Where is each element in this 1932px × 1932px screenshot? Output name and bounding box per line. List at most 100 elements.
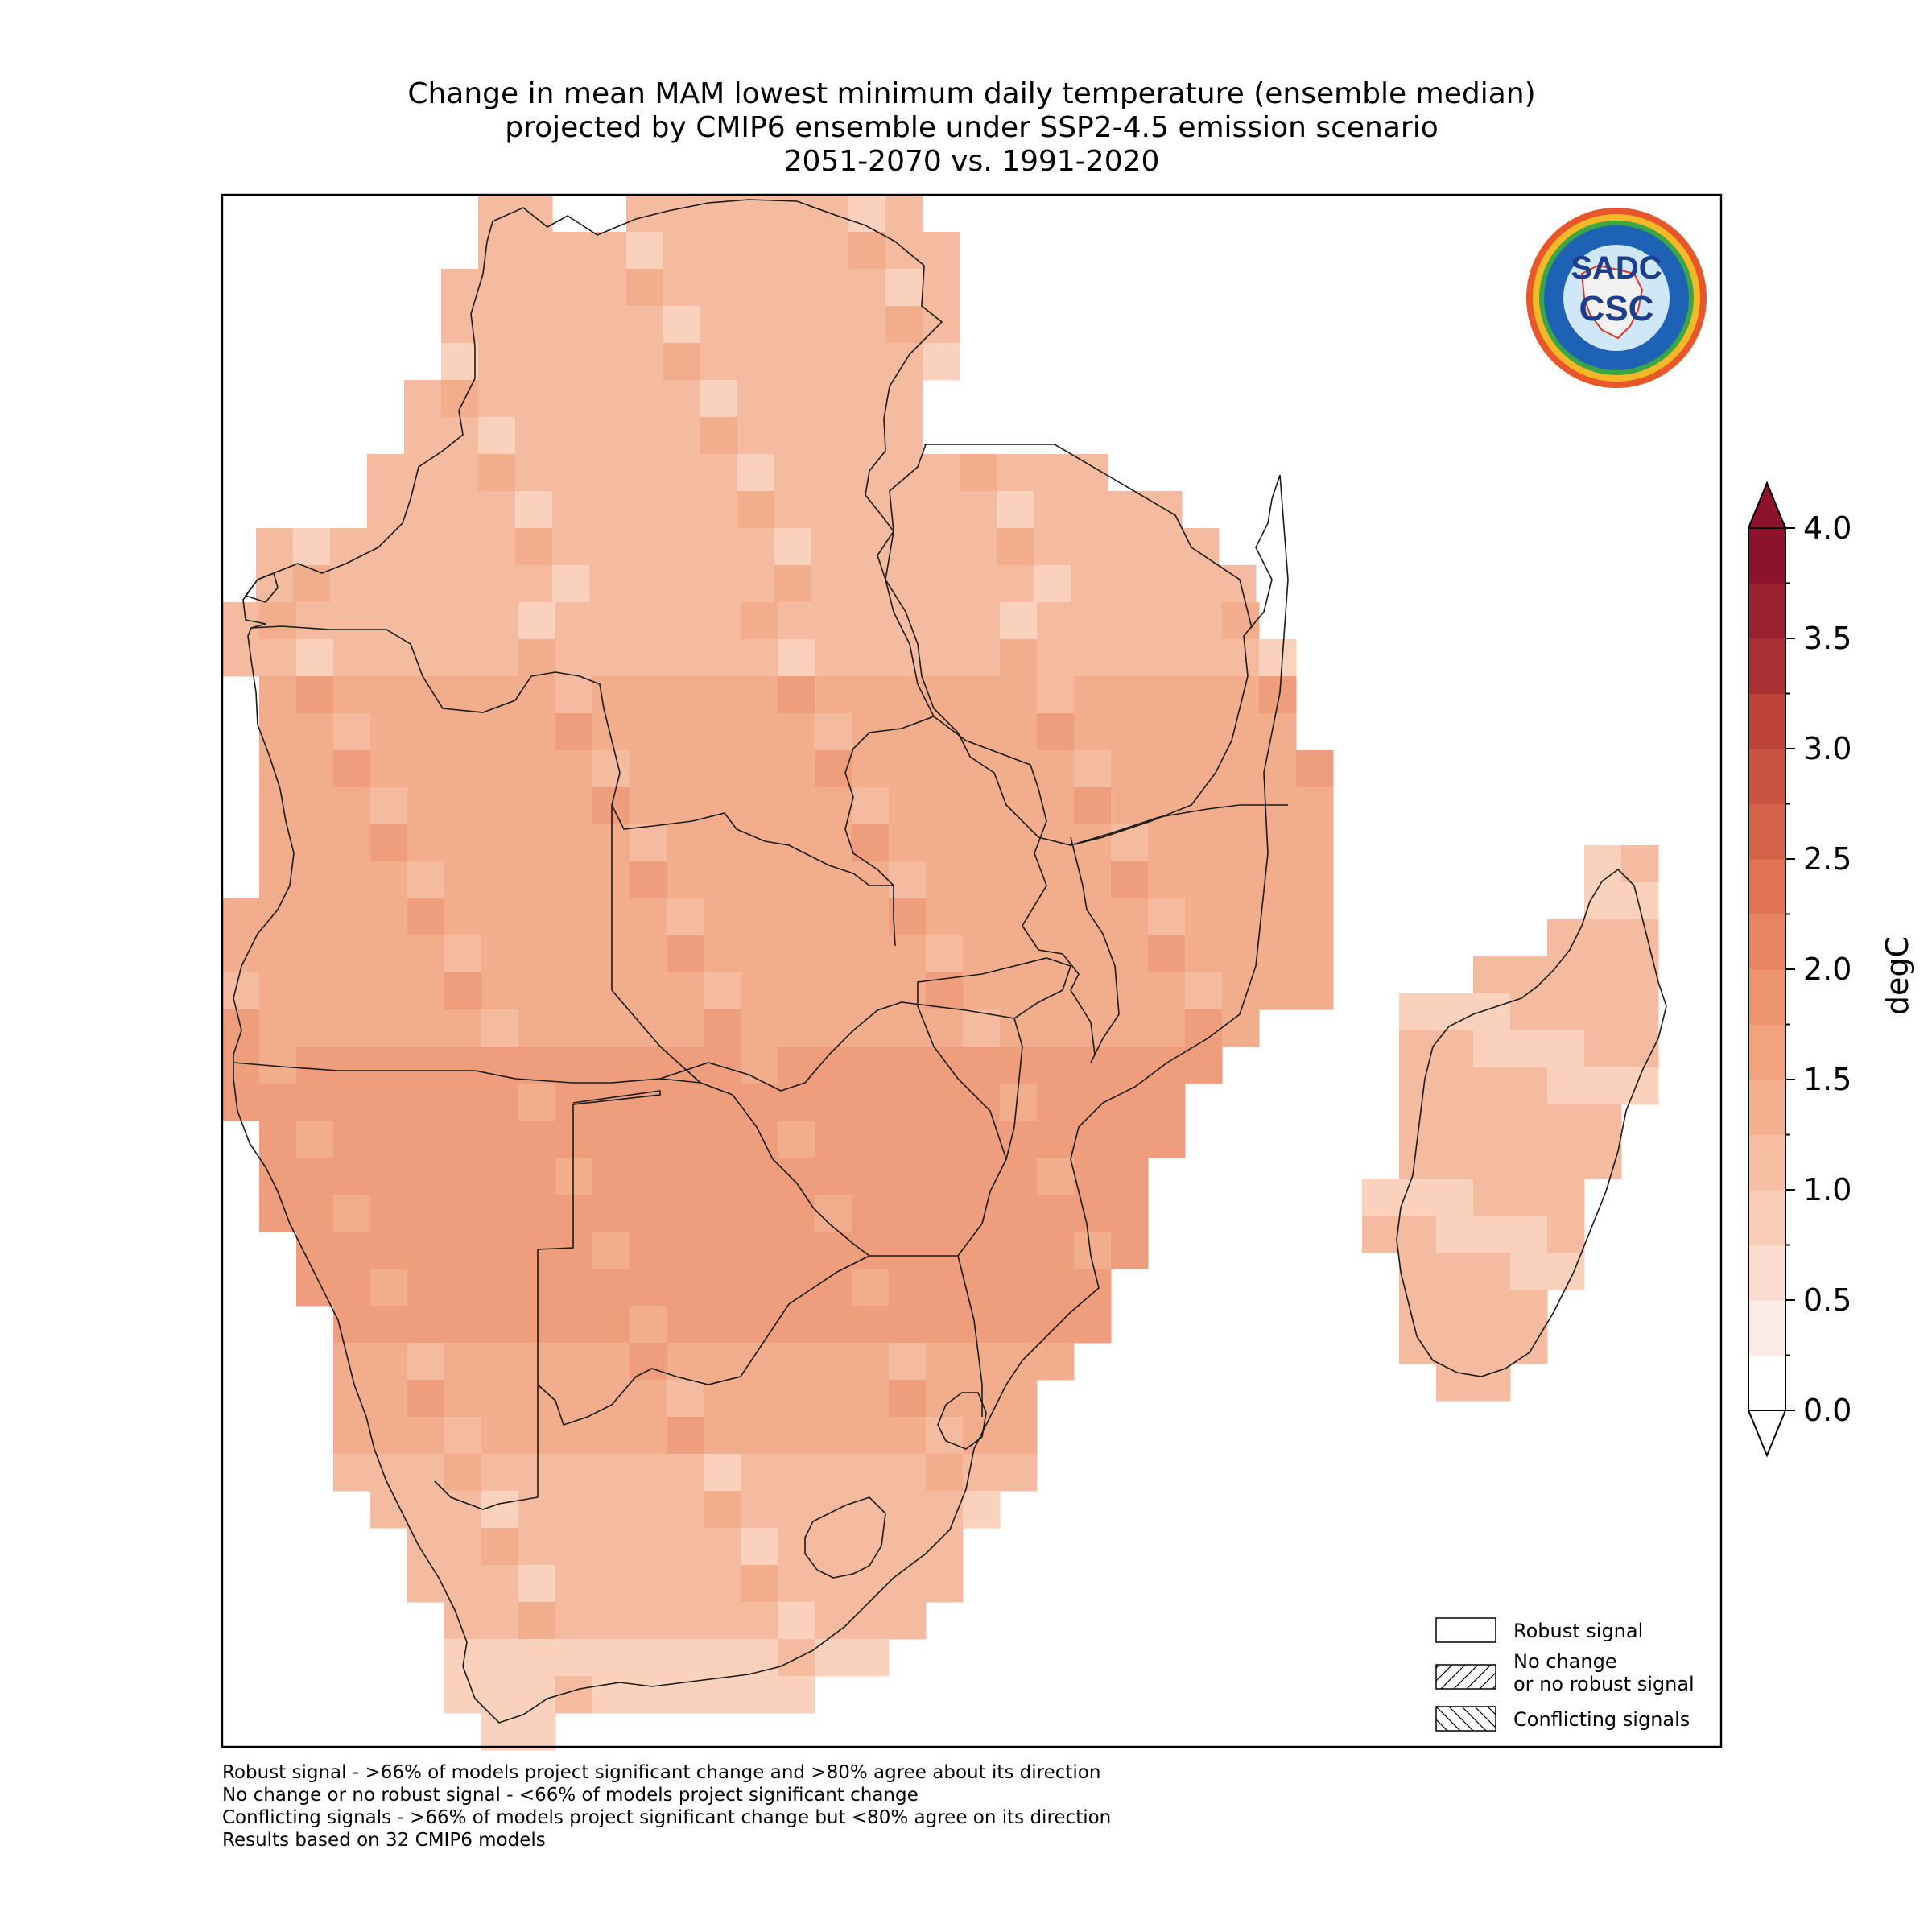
grid-cell xyxy=(333,787,371,825)
colorbar-segment xyxy=(1748,1355,1785,1411)
grid-cell xyxy=(1148,713,1186,751)
grid-cell xyxy=(889,1046,927,1084)
grid-cell xyxy=(700,380,738,418)
grid-cell xyxy=(704,676,741,714)
grid-cell xyxy=(478,565,516,603)
grid-cell xyxy=(404,380,442,418)
grid-cell xyxy=(926,602,964,640)
grid-cell xyxy=(778,1380,815,1418)
grid-cell xyxy=(370,1380,408,1418)
grid-cell xyxy=(963,1121,1001,1158)
grid-cell xyxy=(407,787,445,825)
grid-cell xyxy=(1074,750,1112,788)
grid-cell xyxy=(737,454,775,492)
grid-cell xyxy=(1000,972,1038,1010)
grid-cell xyxy=(478,343,516,381)
grid-cell xyxy=(626,417,664,455)
grid-cell xyxy=(737,306,775,344)
grid-cell xyxy=(815,972,852,1010)
grid-cell xyxy=(256,528,294,566)
grid-cell xyxy=(1436,993,1474,1031)
grid-cell xyxy=(259,898,297,936)
grid-cell xyxy=(481,1343,519,1381)
grid-cell xyxy=(663,343,701,381)
grid-cell xyxy=(630,1639,667,1677)
grid-cell xyxy=(926,1528,964,1566)
grid-cell xyxy=(626,343,664,381)
grid-cell xyxy=(630,935,667,973)
grid-cell xyxy=(515,306,553,344)
grid-cell xyxy=(296,1195,334,1232)
colorbar-segment xyxy=(1748,803,1785,860)
grid-cell xyxy=(441,380,479,418)
grid-cell xyxy=(1000,1046,1038,1084)
grid-cell xyxy=(889,824,927,862)
grid-cell xyxy=(478,269,516,307)
grid-cell xyxy=(296,787,334,825)
grid-cell xyxy=(778,898,815,936)
grid-cell xyxy=(778,602,815,640)
grid-cell xyxy=(256,565,294,603)
grid-cell xyxy=(815,1084,852,1121)
grid-cell xyxy=(852,1491,890,1529)
grid-cell xyxy=(1111,1046,1149,1084)
grid-cell xyxy=(481,713,519,751)
colorbar-segment xyxy=(1748,1300,1785,1356)
grid-cell xyxy=(444,750,482,788)
grid-cell xyxy=(811,269,849,307)
grid-cell xyxy=(296,1084,334,1121)
grid-cell xyxy=(592,1306,630,1344)
grid-cell xyxy=(963,602,1001,640)
grid-cell xyxy=(1473,1364,1511,1402)
grid-cell xyxy=(1222,861,1260,899)
grid-cell xyxy=(923,269,960,307)
footnotes: Robust signal - >66% of models project s… xyxy=(222,1761,1111,1852)
grid-cell xyxy=(889,1343,927,1381)
grid-cell xyxy=(481,639,519,677)
border-angola-drc xyxy=(250,625,896,947)
grid-cell xyxy=(1222,1009,1260,1047)
grid-cell xyxy=(1148,639,1186,677)
grid-cell xyxy=(370,824,408,862)
grid-cell xyxy=(1547,1141,1585,1179)
grid-cell xyxy=(370,1195,408,1232)
grid-cell xyxy=(370,861,408,899)
border-tanzania-mozambique xyxy=(1070,804,1288,846)
grid-cell xyxy=(370,713,408,751)
grid-cell xyxy=(926,824,964,862)
grid-cell xyxy=(518,713,556,751)
grid-cell xyxy=(741,602,778,640)
grid-cell xyxy=(1621,845,1659,883)
grid-cell xyxy=(589,380,627,418)
grid-cell xyxy=(704,1084,741,1121)
grid-cell xyxy=(704,1602,741,1640)
grid-cell xyxy=(852,1121,890,1158)
grid-cell xyxy=(555,1269,593,1307)
grid-cell xyxy=(518,1121,556,1158)
grid-cell xyxy=(741,1046,778,1084)
footnote-nochange: No change or no robust signal - <66% of … xyxy=(222,1785,919,1806)
grid-cell xyxy=(923,565,960,603)
grid-cell xyxy=(737,528,775,566)
grid-cell xyxy=(630,1232,667,1269)
grid-cell xyxy=(889,602,927,640)
grid-cell xyxy=(926,1269,964,1307)
grid-cell xyxy=(1000,1158,1038,1195)
grid-cell xyxy=(1259,713,1297,751)
grid-cell xyxy=(222,602,260,640)
grid-cell xyxy=(737,491,775,529)
grid-cell xyxy=(444,1121,482,1158)
grid-cell xyxy=(626,232,664,270)
grid-cell xyxy=(555,1454,593,1492)
grid-cell xyxy=(518,1676,556,1714)
grid-cell xyxy=(741,898,778,936)
grid-cell xyxy=(1222,639,1260,677)
grid-cell xyxy=(1034,528,1071,566)
grid-cell xyxy=(592,1417,630,1455)
grid-cell xyxy=(293,528,331,566)
grid-cell xyxy=(1000,1417,1038,1455)
grid-cell xyxy=(1185,639,1223,677)
grid-cell xyxy=(370,1232,408,1269)
grid-cell xyxy=(630,750,667,788)
grid-cell xyxy=(592,1639,630,1677)
